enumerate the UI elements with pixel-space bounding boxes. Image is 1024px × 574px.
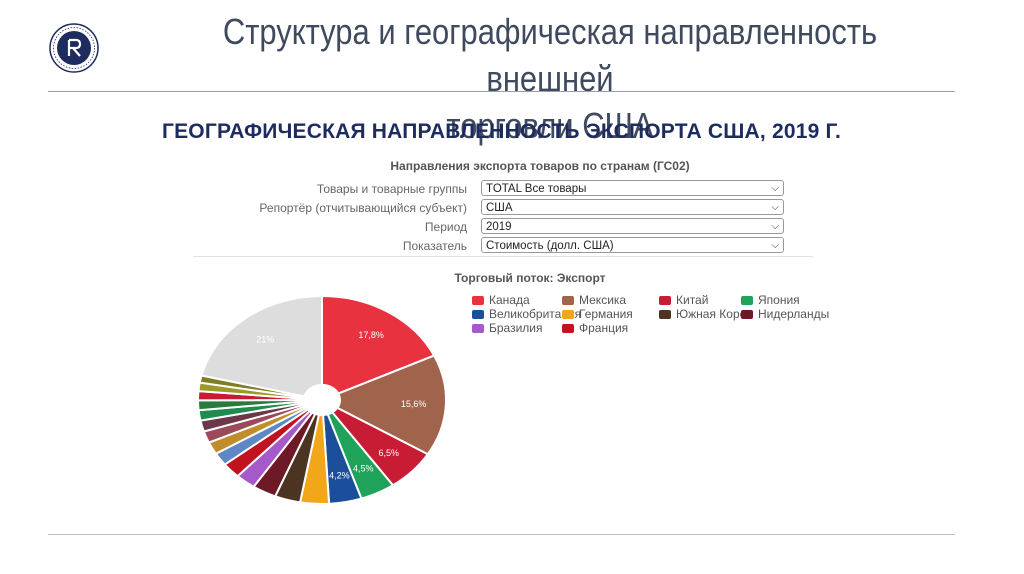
legend-swatch <box>472 324 484 333</box>
legend-swatch <box>562 296 574 305</box>
filter-select-reporter[interactable]: США ⌵ <box>481 199 784 215</box>
chart-title: Торговый поток: Экспорт <box>454 271 606 285</box>
page-title-line-2: торговли США <box>446 105 654 146</box>
filter-select-indicator[interactable]: Стоимость (долл. США) ⌵ <box>481 237 784 253</box>
chart-legend: Канада Мексика Китай Япония Великобритания Ге… <box>472 293 832 344</box>
filter-label-indicator: Показатель <box>402 239 467 253</box>
legend-swatch <box>472 310 484 319</box>
legend-label: Япония <box>758 293 800 307</box>
filter-row-indicator: Показатель Стоимость (долл. США) ⌵ <box>195 237 795 255</box>
pie-slice-19[interactable] <box>200 294 323 398</box>
legend-label: Южная Корея <box>676 307 753 321</box>
pie-slice-14[interactable] <box>197 400 306 422</box>
legend-swatch <box>562 324 574 333</box>
legend-swatch <box>741 310 753 319</box>
filter-row-period: Период 2019 ⌵ <box>195 218 795 236</box>
pie-slice-10[interactable] <box>214 406 310 466</box>
pie-slice-label: 6,5% <box>379 448 400 458</box>
filter-value-indicator: Стоимость (долл. США) <box>486 240 614 252</box>
panel-title: Направления экспорта товаров по странам … <box>390 159 690 173</box>
pie-slice-11[interactable] <box>207 404 309 455</box>
pie-slice-label: 17,8% <box>358 330 384 340</box>
page-title: Структура и географическая направленност… <box>180 8 920 149</box>
pie-slice-15[interactable] <box>196 399 306 412</box>
section-subtitle: ГЕОГРАФИЧЕСКАЯ НАПРАВЛЕННОСТЬ ЭКСПОРТА С… <box>162 120 842 143</box>
pie-slice-13[interactable] <box>199 401 307 433</box>
pie-slice-Канада[interactable] <box>321 294 436 395</box>
filter-select-goods[interactable]: TOTAL Все товары ⌵ <box>481 180 784 196</box>
pie-slice-12[interactable] <box>202 403 307 444</box>
chevron-down-icon: ⌵ <box>771 221 779 232</box>
panel-divider <box>193 256 813 257</box>
legend-swatch <box>472 296 484 305</box>
header-divider <box>48 91 955 92</box>
pie-slice-label: 4,5% <box>353 464 374 474</box>
filter-label-goods: Товары и товарные группы <box>316 182 467 196</box>
pie-slice-Япония[interactable] <box>326 411 395 500</box>
chevron-down-icon: ⌵ <box>771 202 779 213</box>
legend-swatch <box>741 296 753 305</box>
pie-slice-17[interactable] <box>197 381 306 400</box>
filter-value-reporter: США <box>486 202 513 214</box>
university-emblem-icon <box>49 23 99 73</box>
legend-label: Нидерланды <box>758 307 830 321</box>
pie-slice-Бразилия[interactable] <box>236 409 314 489</box>
footer-divider <box>48 534 955 535</box>
legend-label: Китай <box>676 293 709 307</box>
legend-label: Канада <box>489 293 530 307</box>
legend-label: Франция <box>579 321 629 335</box>
pie-slice-label: 15,6% <box>401 399 427 409</box>
pie-slice-Нидерланды[interactable] <box>252 411 317 498</box>
pie-slice-Германия[interactable] <box>298 413 331 505</box>
pie-slice-Мексика[interactable] <box>335 354 447 456</box>
filter-select-period[interactable]: 2019 ⌵ <box>481 218 784 234</box>
pie-slice-Великобритания[interactable] <box>321 413 363 505</box>
pie-slice-18[interactable] <box>198 374 306 399</box>
pie-slice-label: 21% <box>256 335 274 345</box>
pie-slice-label: 4,2% <box>329 471 350 481</box>
pie-slice-Китай[interactable] <box>330 406 430 487</box>
legend-label: Мексика <box>579 293 627 307</box>
filter-value-goods: TOTAL Все товары <box>486 183 587 195</box>
filter-row-reporter: Репортёр (отчитывающийся субъект) США ⌵ <box>195 199 795 217</box>
page-title-line-1: Структура и географическая направленност… <box>222 11 878 99</box>
filter-label-period: Период <box>424 220 467 234</box>
pie-slice-Южная Корея[interactable] <box>273 412 321 504</box>
legend-label: Бразилия <box>489 321 543 335</box>
filter-row-goods: Товары и товарные группы TOTAL Все товар… <box>195 180 795 198</box>
legend-label: Германия <box>579 307 633 321</box>
filter-value-period: 2019 <box>486 221 512 233</box>
chevron-down-icon: ⌵ <box>771 240 779 251</box>
legend-swatch <box>659 296 671 305</box>
legend-label: Великобритания <box>489 307 582 321</box>
filter-label-reporter: Репортёр (отчитывающийся субъект) <box>259 201 467 215</box>
legend-swatch <box>659 310 671 319</box>
legend-swatch <box>562 310 574 319</box>
pie-slice-16[interactable] <box>197 390 306 402</box>
pie-slice-Франция[interactable] <box>223 408 312 478</box>
chevron-down-icon: ⌵ <box>771 183 779 194</box>
university-logo <box>49 23 99 73</box>
